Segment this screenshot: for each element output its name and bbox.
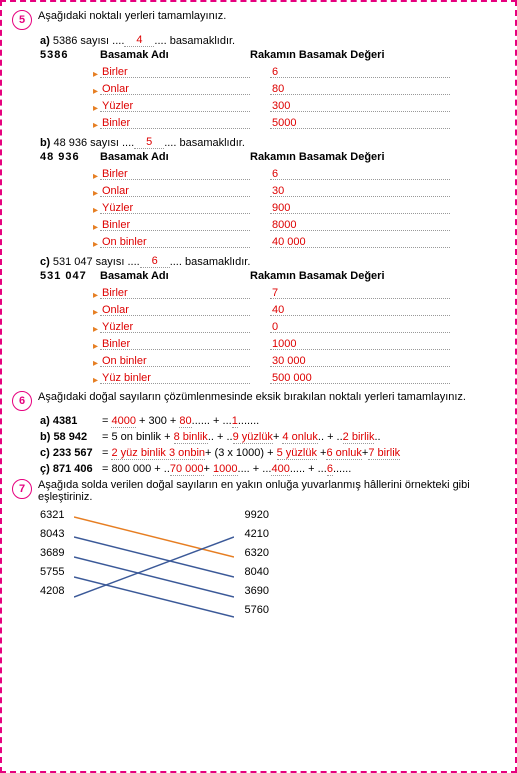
equation-row: c) 233 567= 2 yüz binlik 3 onbin+ (3 x 1… <box>40 447 505 459</box>
place-value-row: ▸Onlar80 <box>40 79 505 96</box>
q5a-table: 5386Basamak AdıRakamın Basamak Değeri ▸B… <box>40 49 505 130</box>
match-left-item: 4208 <box>40 585 64 597</box>
match-left-item: 6321 <box>40 509 64 521</box>
match-right-item: 9920 <box>244 509 268 521</box>
match-left-item: 8043 <box>40 528 64 540</box>
q5c-answer: 6 <box>140 255 170 268</box>
q5-number: 5 <box>12 10 32 30</box>
q6-prompt: Aşağıdaki doğal sayıların çözümlenmesind… <box>38 391 466 403</box>
place-value-row: ▸On binler40 000 <box>40 232 505 249</box>
match-left-item: 3689 <box>40 547 64 559</box>
place-value-row: ▸Onlar30 <box>40 181 505 198</box>
match-right-item: 4210 <box>244 528 268 540</box>
equation-row: a) 4381= 4000 + 300 + 80...... + ...1...… <box>40 415 505 427</box>
place-value-row: ▸Binler1000 <box>40 334 505 351</box>
place-value-row: ▸Birler6 <box>40 164 505 181</box>
place-value-row: ▸Yüzler0 <box>40 317 505 334</box>
q7-prompt: Aşağıda solda verilen doğal sayıların en… <box>38 479 505 503</box>
place-value-row: ▸Yüz binler500 000 <box>40 368 505 385</box>
place-value-row: ▸On binler30 000 <box>40 351 505 368</box>
q7-right-column: 9920 4210 6320 8040 3690 5760 <box>244 509 268 629</box>
q7-number: 7 <box>12 479 32 499</box>
question-6: 6 Aşağıdaki doğal sayıların çözümlenmesi… <box>12 391 505 411</box>
question-5: 5 Aşağıdaki noktalı yerleri tamamlayınız… <box>12 10 505 30</box>
q5a-answer: 4 <box>124 34 154 47</box>
q7-lines <box>74 509 234 629</box>
worksheet-page: 5 Aşağıdaki noktalı yerleri tamamlayınız… <box>0 0 517 773</box>
q7-match: 6321 8043 3689 5755 4208 9920 4210 6320 8040 369… <box>40 509 505 629</box>
place-value-row: ▸Birler7 <box>40 283 505 300</box>
place-value-row: ▸Binler8000 <box>40 215 505 232</box>
q5b-table: 48 936Basamak AdıRakamın Basamak Değeri … <box>40 151 505 249</box>
q5c-line: c) 531 047 sayısı ....6.... basamaklıdır… <box>40 255 505 268</box>
match-right-item: 3690 <box>244 585 268 597</box>
match-left-item: 5755 <box>40 566 64 578</box>
q5b-number: 48 936 <box>40 151 100 163</box>
q5a-line: a) 5386 sayısı ....4.... basamaklıdır. <box>40 34 505 47</box>
match-right-item: 5760 <box>244 604 268 616</box>
q7-left-column: 6321 8043 3689 5755 4208 <box>40 509 64 629</box>
match-right-item: 6320 <box>244 547 268 559</box>
place-value-row: ▸Binler5000 <box>40 113 505 130</box>
q5a-number: 5386 <box>40 49 100 61</box>
q5c-table: 531 047Basamak AdıRakamın Basamak Değeri… <box>40 270 505 385</box>
question-7: 7 Aşağıda solda verilen doğal sayıların … <box>12 479 505 503</box>
q5-prompt: Aşağıdaki noktalı yerleri tamamlayınız. <box>38 10 226 22</box>
equation-row: ç) 871 406= 800 000 + ..70 000+ 1000....… <box>40 463 505 475</box>
q5b-answer: 5 <box>134 136 164 149</box>
match-right-item: 8040 <box>244 566 268 578</box>
equation-row: b) 58 942= 5 on binlik + 8 binlik.. + ..… <box>40 431 505 443</box>
place-value-row: ▸Onlar40 <box>40 300 505 317</box>
q6-number: 6 <box>12 391 32 411</box>
q5b-line: b) 48 936 sayısı ....5.... basamaklıdır. <box>40 136 505 149</box>
place-value-row: ▸Yüzler900 <box>40 198 505 215</box>
place-value-row: ▸Yüzler300 <box>40 96 505 113</box>
q5c-number: 531 047 <box>40 270 100 282</box>
place-value-row: ▸Birler6 <box>40 62 505 79</box>
